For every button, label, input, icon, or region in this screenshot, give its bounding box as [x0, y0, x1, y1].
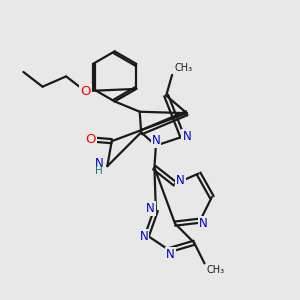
Text: N: N — [146, 202, 155, 215]
Text: N: N — [199, 217, 207, 230]
Text: N: N — [166, 248, 175, 261]
Text: CH₃: CH₃ — [174, 63, 192, 73]
Text: N: N — [140, 230, 148, 243]
Text: N: N — [182, 130, 191, 143]
Text: N: N — [176, 174, 185, 188]
Text: O: O — [85, 133, 95, 146]
Text: O: O — [80, 85, 91, 98]
Text: N: N — [95, 157, 103, 170]
Text: CH₃: CH₃ — [206, 266, 225, 275]
Text: N: N — [152, 134, 160, 147]
Text: H: H — [95, 166, 103, 176]
